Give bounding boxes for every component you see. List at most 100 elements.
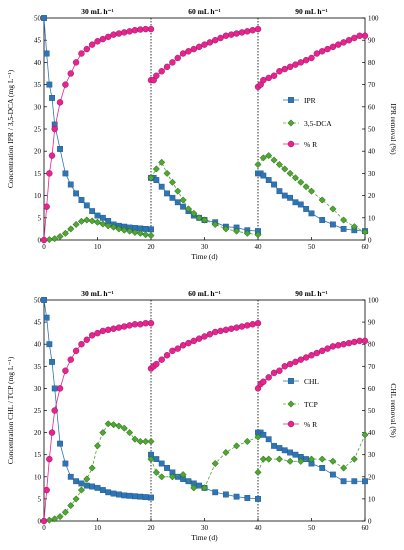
data-point	[324, 45, 331, 53]
data-point	[254, 433, 262, 441]
data-point	[286, 169, 294, 177]
data-point	[345, 339, 353, 347]
data-point	[56, 99, 64, 106]
data-point	[72, 59, 80, 66]
phase-label: 30 mL h⁻¹	[81, 289, 113, 298]
data-point	[168, 473, 176, 481]
data-point	[83, 45, 91, 53]
data-point	[270, 369, 278, 377]
data-point	[287, 449, 293, 456]
data-point	[43, 314, 50, 321]
data-point	[345, 37, 353, 44]
data-point	[265, 374, 272, 381]
data-point	[136, 437, 144, 445]
data-point	[324, 345, 331, 352]
data-point	[222, 491, 229, 498]
data-point	[126, 227, 134, 235]
data-point	[291, 174, 300, 182]
y-tick-label: 10	[34, 192, 42, 200]
y2-tick-label: 0	[368, 237, 372, 245]
data-point	[313, 349, 321, 357]
data-point	[297, 356, 304, 363]
y2-tick-label: 30	[368, 451, 376, 459]
data-point	[356, 337, 363, 345]
data-point	[340, 216, 348, 224]
y2-tick-label: 20	[368, 473, 376, 481]
data-point	[302, 354, 310, 361]
data-point	[174, 345, 181, 352]
data-point	[351, 338, 358, 346]
data-point	[57, 440, 63, 447]
data-point	[169, 347, 176, 355]
legend-label: % R	[304, 140, 317, 149]
data-point	[163, 352, 171, 359]
data-point	[292, 451, 299, 458]
x-tick-label: 40	[255, 243, 263, 251]
y2-tick-label: 50	[368, 407, 376, 415]
data-point	[61, 229, 69, 237]
data-point	[313, 50, 321, 57]
data-point	[190, 209, 198, 217]
data-point	[142, 231, 150, 239]
data-point	[222, 225, 230, 233]
data-point	[49, 95, 55, 101]
data-point	[142, 494, 149, 501]
data-point	[104, 33, 112, 41]
data-point	[105, 489, 112, 496]
data-point	[152, 468, 160, 476]
data-point	[265, 74, 272, 82]
data-point	[254, 320, 262, 327]
legend-marker	[287, 140, 295, 148]
data-point	[361, 228, 369, 236]
y-tick-label: 5	[38, 214, 42, 222]
data-point	[78, 197, 85, 203]
y-tick-label: 0	[38, 518, 42, 526]
data-point	[99, 220, 107, 228]
data-point	[340, 478, 347, 485]
data-point	[179, 50, 187, 57]
data-point	[41, 297, 47, 303]
data-point	[287, 194, 293, 201]
x-tick-label: 30	[201, 243, 209, 251]
data-point	[276, 68, 283, 75]
y-tick-label: 5	[38, 495, 42, 503]
data-point	[131, 27, 139, 34]
data-point	[200, 216, 209, 224]
data-point	[136, 229, 144, 237]
phase-label: 90 mL h⁻¹	[295, 289, 327, 298]
data-point	[142, 225, 149, 232]
data-point	[121, 323, 128, 330]
data-point	[281, 165, 289, 173]
data-point	[115, 30, 123, 37]
data-point	[88, 41, 96, 48]
data-point	[72, 495, 80, 503]
series-line	[150, 322, 259, 369]
y2-tick-label: 40	[368, 148, 376, 156]
y-tick-label: 15	[34, 170, 42, 178]
data-point	[276, 445, 283, 451]
data-point	[330, 471, 336, 478]
data-point	[132, 493, 138, 500]
legend-label: % R	[304, 420, 317, 429]
data-point	[99, 35, 107, 43]
data-point	[41, 15, 47, 21]
data-point	[361, 431, 369, 439]
y2-tick-label: 40	[368, 429, 376, 437]
data-point	[179, 342, 187, 349]
chart-ipr: 0 5 10 15 20 25 30 35 40 45 50 0 10 20 30 40 50 60 70 80 90 1…	[6, 7, 398, 261]
data-point	[152, 165, 160, 173]
data-point	[78, 341, 85, 348]
data-point	[109, 421, 118, 429]
data-point	[255, 496, 261, 502]
series-line	[150, 161, 259, 236]
x-tick-label: 60	[362, 524, 370, 532]
data-point	[67, 181, 74, 188]
data-point	[43, 203, 50, 210]
data-point	[72, 347, 80, 355]
data-point	[61, 508, 69, 516]
data-point	[318, 196, 326, 204]
y2-tick-label: 70	[368, 363, 376, 371]
data-point	[158, 158, 166, 166]
data-point	[275, 160, 283, 169]
